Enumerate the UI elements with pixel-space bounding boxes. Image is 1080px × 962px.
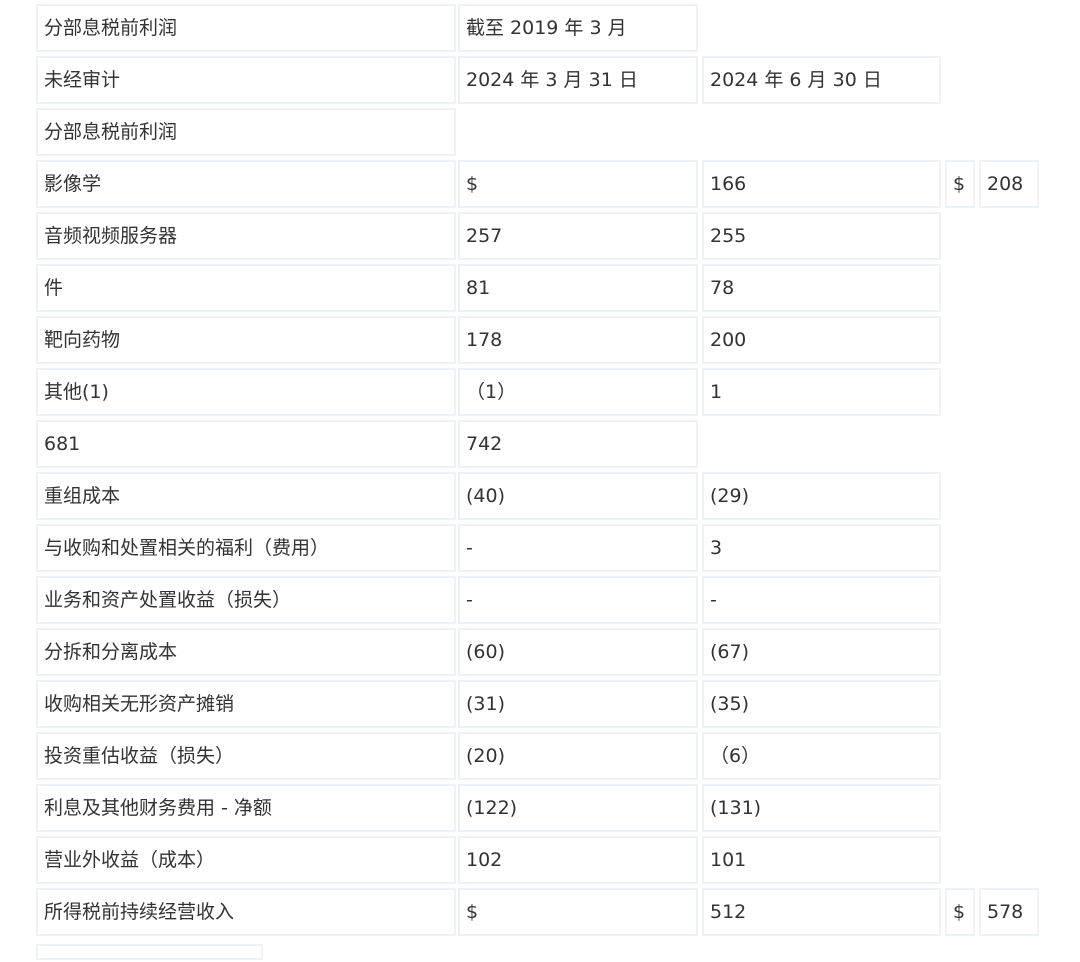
value-cell: 1 [702, 368, 941, 416]
value-cell: 81 [458, 264, 698, 312]
value-cell: - [458, 524, 698, 572]
value-cell: (20) [458, 732, 698, 780]
row-label-cell: 681 [36, 420, 456, 468]
value-cell: (67) [702, 628, 941, 676]
row-label-cell: 营业外收益（成本） [36, 836, 456, 884]
value-cell: 742 [458, 420, 698, 468]
row-label-cell: 靶向药物 [36, 316, 456, 364]
row-label-cell: 与收购和处置相关的福利（费用） [36, 524, 456, 572]
value-cell: （1） [458, 368, 698, 416]
row-label-cell: 件 [36, 264, 456, 312]
value-cell: $ [458, 888, 698, 936]
value-cell: 3 [702, 524, 941, 572]
value-cell: (29) [702, 472, 941, 520]
empty-cell [36, 944, 263, 960]
value-cell: 78 [702, 264, 941, 312]
value-cell: $ [945, 888, 975, 936]
value-cell: 512 [702, 888, 941, 936]
value-cell: - [458, 576, 698, 624]
value-cell: 166 [702, 160, 941, 208]
value-cell: - [702, 576, 941, 624]
value-cell: (131) [702, 784, 941, 832]
value-cell: 208 [979, 160, 1039, 208]
row-label-cell: 所得税前持续经营收入 [36, 888, 456, 936]
row-label-cell: 利息及其他财务费用 - 净额 [36, 784, 456, 832]
value-cell: (122) [458, 784, 698, 832]
value-cell: 截至 2019 年 3 月 [458, 4, 698, 52]
value-cell: 101 [702, 836, 941, 884]
value-cell: (31) [458, 680, 698, 728]
value-cell: 178 [458, 316, 698, 364]
value-cell: 2024 年 6 月 30 日 [702, 56, 941, 104]
value-cell: (35) [702, 680, 941, 728]
value-cell: 2024 年 3 月 31 日 [458, 56, 698, 104]
row-label-cell: 其他(1) [36, 368, 456, 416]
value-cell: （6） [702, 732, 941, 780]
row-label-cell: 音频视频服务器 [36, 212, 456, 260]
value-cell: 257 [458, 212, 698, 260]
row-label-cell: 分拆和分离成本 [36, 628, 456, 676]
value-cell: (60) [458, 628, 698, 676]
row-label-cell: 投资重估收益（损失） [36, 732, 456, 780]
value-cell: $ [458, 160, 698, 208]
row-label-cell: 分部息税前利润 [36, 4, 456, 52]
value-cell: 578 [979, 888, 1039, 936]
value-cell: 102 [458, 836, 698, 884]
value-cell: 255 [702, 212, 941, 260]
value-cell: $ [945, 160, 975, 208]
value-cell: (40) [458, 472, 698, 520]
row-label-cell: 影像学 [36, 160, 456, 208]
row-label-cell: 重组成本 [36, 472, 456, 520]
row-label-cell: 业务和资产处置收益（损失） [36, 576, 456, 624]
row-label-cell: 未经审计 [36, 56, 456, 104]
row-label-cell: 分部息税前利润 [36, 108, 456, 156]
row-label-cell: 收购相关无形资产摊销 [36, 680, 456, 728]
value-cell: 200 [702, 316, 941, 364]
